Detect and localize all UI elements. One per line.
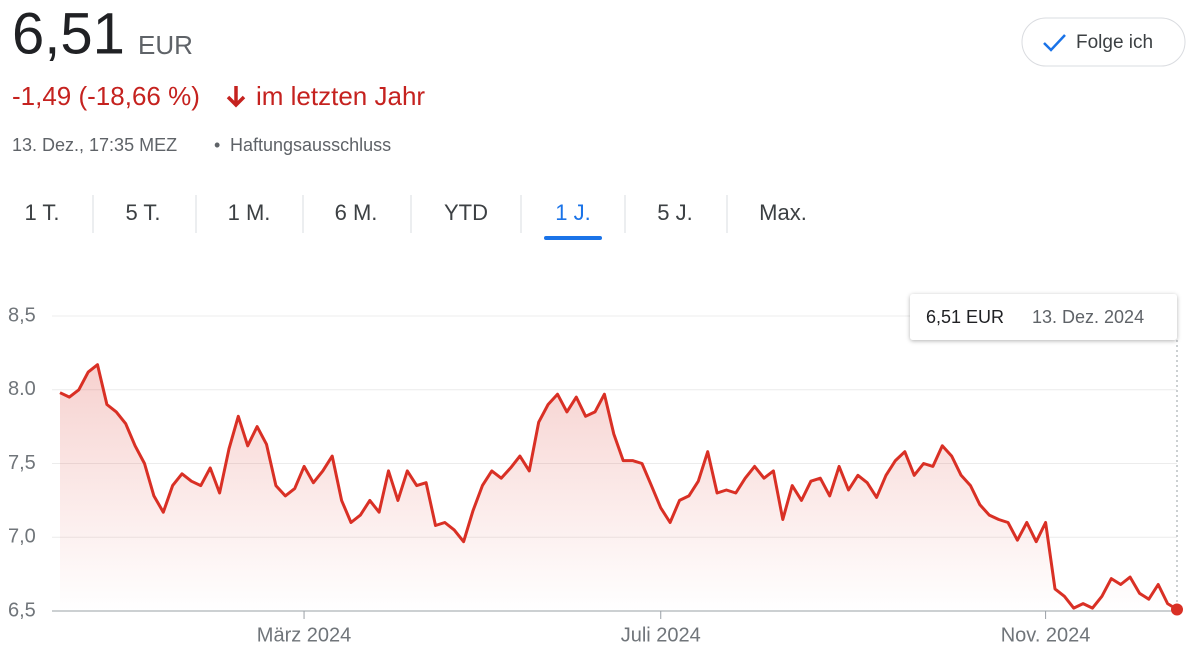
y-tick-label: 7,0 [8,526,36,548]
change: -1,49 (-18,66 %) [12,81,200,111]
tab[interactable]: 5 T. [125,200,160,225]
tab[interactable]: Max. [759,200,807,225]
button-label: Folge ich [1076,32,1153,53]
tab[interactable]: 1 T. [24,200,59,225]
tab[interactable]: 5 J. [657,200,692,225]
timestamp: 13. Dez., 17:35 MEZ [12,135,177,155]
tab[interactable]: 1 J. [555,200,590,225]
tooltip: 6,51 EUR 13. Dez. 2024 [910,294,1177,340]
y-tick-label: 8,5 [8,304,36,326]
tab[interactable]: 6 M. [335,200,378,225]
price-line [59,363,1178,611]
y-tick-label: 6,5 [8,599,36,621]
follow-button[interactable]: Folge ich [1021,17,1186,67]
price: 6,51 [12,1,125,66]
tab[interactable]: 1 M. [228,200,271,225]
down-arrow [226,86,246,108]
tab[interactable]: YTD [444,200,488,225]
disclaimer[interactable]: Haftungsausschluss [230,135,391,155]
tooltip-box [910,294,1177,340]
end-point [1171,603,1183,616]
check-icon [1043,34,1066,52]
y-tick-label: 8.0 [8,378,36,400]
y-tick-label: 7,5 [8,452,36,474]
area-fill [60,364,1177,611]
change-period: im letzten Jahr [256,81,425,111]
currency: EUR [138,30,193,60]
x-tick-label: Nov. 2024 [1001,624,1091,646]
button-bg [1021,17,1186,67]
x-tick-label: März 2024 [257,624,352,646]
tooltip-value: 6,51 EUR [926,307,1004,327]
x-tick-label: Juli 2024 [621,624,701,646]
separator: • [214,135,220,155]
tooltip-date: 13. Dez. 2024 [1032,307,1144,327]
